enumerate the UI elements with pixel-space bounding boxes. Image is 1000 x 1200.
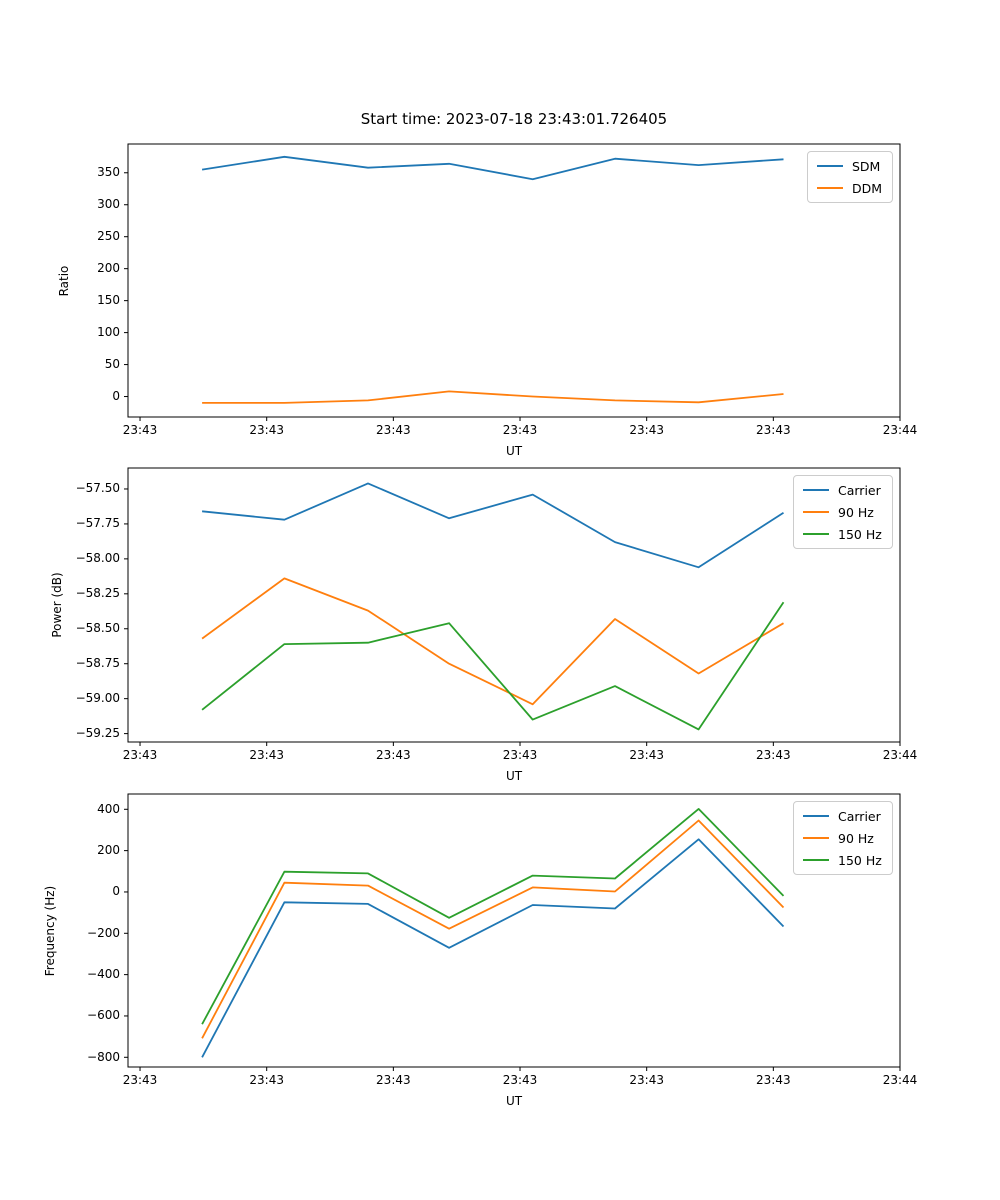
y-tick-label: 200 — [97, 261, 120, 276]
x-tick-label: 23:43 — [122, 423, 158, 437]
legend-item: 150 Hz — [803, 849, 882, 871]
figure-title: Start time: 2023-07-18 23:43:01.726405 — [360, 110, 668, 128]
y-tick-label: 150 — [97, 293, 120, 308]
x-tick-label: 23:43 — [502, 748, 538, 762]
legend-item: DDM — [817, 177, 882, 199]
legend-line-swatch — [803, 858, 829, 862]
x-tick-label: 23:43 — [756, 423, 791, 437]
x-tick-label: 23:43 — [376, 1073, 411, 1087]
series-line-90-Hz — [201, 577, 784, 706]
series-line-Carrier — [201, 838, 785, 1058]
y-tick-label: −57.50 — [75, 481, 120, 496]
y-tick-label: 100 — [97, 325, 120, 340]
plot-spines — [127, 467, 901, 743]
y-tick-label: −800 — [87, 1049, 120, 1064]
series-line-Carrier — [202, 482, 784, 569]
legend-item: Carrier — [803, 479, 882, 501]
y-tick-label: 250 — [97, 229, 120, 244]
legend-ratio: SDM DDM — [807, 151, 894, 203]
x-axis-label-ut-3: UT — [505, 1094, 523, 1108]
series-line-SDM — [201, 155, 784, 181]
plot-spines — [127, 793, 901, 1068]
legend-item: 90 Hz — [803, 827, 882, 849]
y-tick-label: 0 — [112, 884, 120, 899]
legend-item: Carrier — [803, 805, 882, 827]
series-line-150-Hz — [201, 807, 785, 1025]
y-tick-label: −200 — [87, 925, 120, 940]
legend-label: Carrier — [838, 808, 881, 824]
x-tick-label: 23:43 — [376, 423, 411, 437]
series-line-150-Hz — [201, 601, 785, 731]
legend-item: 150 Hz — [803, 523, 882, 545]
plot-spines — [127, 143, 901, 418]
y-tick-label: 50 — [104, 357, 120, 372]
x-tick-label: 23:43 — [249, 1073, 284, 1087]
x-tick-label: 23:44 — [882, 748, 918, 762]
x-tick-label: 23:43 — [249, 748, 284, 762]
legend-line-swatch — [803, 488, 829, 492]
y-tick-label: −400 — [87, 967, 120, 982]
legend-line-swatch — [817, 186, 843, 190]
x-tick-label: 23:43 — [122, 1073, 158, 1087]
plot-area-frequency — [124, 793, 901, 1071]
y-tick-label: −58.00 — [75, 551, 120, 566]
x-tick-label: 23:43 — [756, 748, 791, 762]
x-tick-label: 23:43 — [249, 423, 284, 437]
y-tick-label: 400 — [97, 801, 120, 816]
x-tick-label: 23:43 — [122, 748, 158, 762]
legend-label: 150 Hz — [838, 852, 882, 868]
x-tick-label: 23:43 — [756, 1073, 791, 1087]
series-line-90-Hz — [201, 819, 785, 1039]
legend-label: 90 Hz — [838, 830, 874, 846]
x-tick-label: 23:43 — [376, 748, 411, 762]
y-tick-label: −58.25 — [75, 586, 120, 601]
x-tick-label: 23:44 — [882, 1073, 918, 1087]
legend-item: 90 Hz — [803, 501, 882, 523]
x-tick-label: 23:44 — [882, 423, 918, 437]
plot-area-ratio — [124, 143, 901, 421]
series-line-DDM — [202, 390, 784, 404]
legend-label: Carrier — [838, 482, 881, 498]
y-tick-label: −57.75 — [75, 516, 120, 531]
y-tick-label: −600 — [87, 1008, 120, 1023]
y-axis-label-frequency: Frequency (Hz) — [43, 885, 57, 976]
x-axis-label-ut-1: UT — [505, 444, 523, 458]
legend-label: 150 Hz — [838, 526, 882, 542]
x-tick-label: 23:43 — [629, 1073, 664, 1087]
legend-line-swatch — [803, 814, 829, 818]
plot-area-power — [124, 467, 901, 746]
legend-line-swatch — [817, 164, 843, 168]
legend-item: SDM — [817, 155, 882, 177]
legend-label: 90 Hz — [838, 504, 874, 520]
x-tick-label: 23:43 — [502, 1073, 538, 1087]
y-tick-label: −58.75 — [75, 656, 120, 671]
y-tick-label: −59.25 — [75, 726, 120, 741]
x-tick-label: 23:43 — [629, 748, 664, 762]
y-tick-label: 200 — [97, 843, 120, 858]
legend-line-swatch — [803, 836, 829, 840]
legend-label: SDM — [852, 158, 881, 174]
x-tick-label: 23:43 — [502, 423, 538, 437]
x-axis-label-ut-2: UT — [505, 769, 523, 783]
legend-power: Carrier 90 Hz 150 Hz — [793, 475, 893, 549]
x-tick-label: 23:43 — [629, 423, 664, 437]
y-tick-label: 300 — [97, 197, 120, 212]
legend-line-swatch — [803, 510, 829, 514]
legend-line-swatch — [803, 532, 829, 536]
legend-frequency: Carrier 90 Hz 150 Hz — [793, 801, 893, 875]
y-tick-label: 350 — [97, 165, 120, 180]
legend-label: DDM — [852, 180, 883, 196]
y-tick-label: −59.00 — [75, 691, 120, 706]
y-tick-label: 0 — [112, 389, 120, 404]
y-tick-label: −58.50 — [75, 621, 120, 636]
